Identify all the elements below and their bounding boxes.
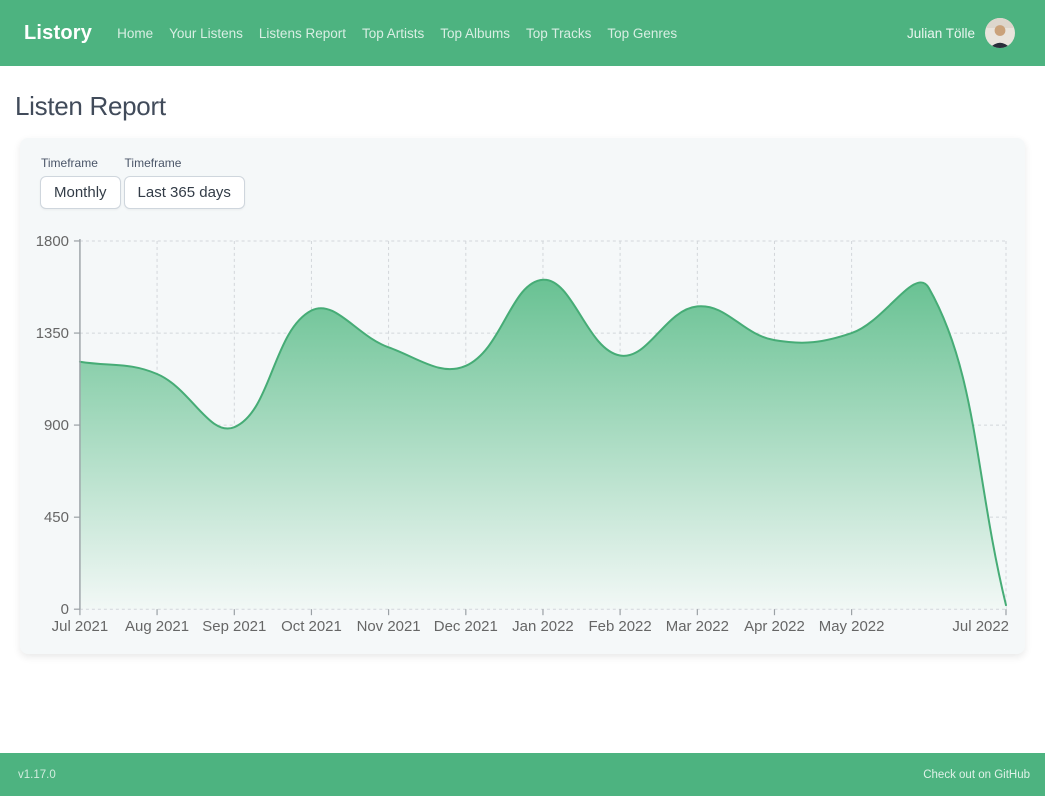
x-axis-tick-label: Jul 2022: [952, 618, 1009, 635]
x-axis-tick-label: Aug 2021: [125, 618, 189, 635]
navbar: Listory Home Your Listens Listens Report To…: [0, 0, 1045, 66]
nav-item-your-listens[interactable]: Your Listens: [169, 25, 243, 41]
y-axis-tick-label: 900: [44, 417, 69, 434]
page-title: Listen Report: [15, 91, 166, 121]
y-axis-tick-label: 0: [61, 601, 69, 618]
timeframe-last-365-days-button[interactable]: Last 365 days: [123, 176, 245, 209]
app-version: v1.17.0: [18, 768, 56, 781]
x-axis-tick-label: Nov 2021: [357, 618, 421, 635]
x-axis-tick-label: Jan 2022: [512, 618, 574, 635]
nav-item-home[interactable]: Home: [117, 25, 154, 41]
brand-logo[interactable]: Listory: [24, 21, 93, 44]
user-menu[interactable]: Julian Tölle: [907, 18, 1015, 48]
user-name: Julian Tölle: [906, 25, 975, 41]
filter-field-monthly: Timeframe Monthly: [40, 156, 121, 209]
y-axis-tick-label: 1350: [36, 325, 69, 342]
x-axis-tick-label: Sep 2021: [202, 618, 266, 635]
user-avatar-icon: [985, 18, 1015, 48]
main-content: Listen Report Timeframe Monthly Timeframe L…: [0, 66, 1045, 729]
x-axis-tick-label: Feb 2022: [589, 618, 652, 635]
x-axis-tick-label: Oct 2021: [281, 618, 342, 635]
x-axis-tick-label: Mar 2022: [666, 618, 729, 635]
x-axis-tick-label: Jul 2021: [52, 618, 109, 635]
filter-label: Timeframe: [124, 156, 182, 170]
filter-label: Timeframe: [41, 156, 98, 170]
nav-item-listens-report[interactable]: Listens Report: [258, 25, 346, 41]
y-axis-tick-label: 450: [44, 509, 69, 526]
listen-report-chart: 0 450 900 1350 1800 Jul 2021 Aug 2021 Sep 2021 O…: [36, 221, 1009, 640]
footer: v1.17.0 Check out on GitHub: [0, 753, 1045, 796]
x-axis-tick-label: Apr 2022: [744, 618, 805, 635]
nav-item-top-genres[interactable]: Top Genres: [607, 25, 678, 41]
nav-item-top-artists[interactable]: Top Artists: [361, 25, 425, 41]
nav-items: Home Your Listens Listens Report Top Artist…: [117, 26, 907, 41]
nav-item-top-tracks[interactable]: Top Tracks: [526, 25, 592, 41]
x-axis-tick-label: May 2022: [819, 618, 885, 635]
filters: Timeframe Monthly Timeframe Last 365 days: [40, 156, 1007, 209]
report-card: Timeframe Monthly Timeframe Last 365 days 0…: [20, 138, 1025, 655]
y-axis-tick-label: 1800: [36, 233, 69, 250]
github-link[interactable]: Check out on GitHub: [923, 768, 1030, 781]
timeframe-monthly-button[interactable]: Monthly: [40, 176, 121, 209]
nav-item-top-albums[interactable]: Top Albums: [440, 25, 511, 41]
filter-field-last-365-days: Timeframe Last 365 days: [123, 156, 245, 209]
x-axis-tick-label: Dec 2021: [434, 618, 498, 635]
area-chart: 0 450 900 1350 1800 Jul 2021 Aug 2021 Sep 2021 O…: [36, 233, 1009, 635]
